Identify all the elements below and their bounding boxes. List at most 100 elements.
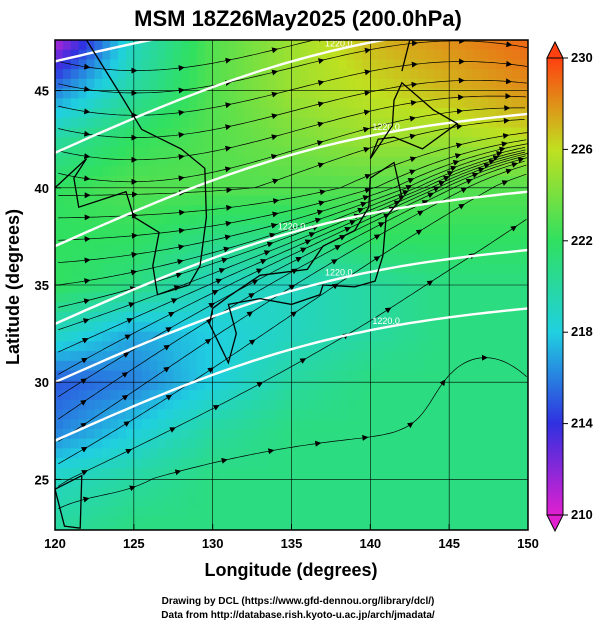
wind-arrow xyxy=(83,63,91,70)
heat-cell xyxy=(496,263,505,274)
heat-cell xyxy=(275,477,285,488)
heat-cell xyxy=(504,360,513,372)
heat-cell xyxy=(212,448,222,459)
heat-cell xyxy=(441,341,450,352)
heat-cell xyxy=(393,487,403,498)
heat-cell xyxy=(220,108,230,119)
heat-cell xyxy=(110,156,119,167)
heat-cell xyxy=(378,477,387,488)
heat-cell xyxy=(457,302,466,313)
heat-cell xyxy=(480,195,490,206)
heat-cell xyxy=(354,292,364,304)
heat-cell xyxy=(330,253,340,265)
wind-arrow xyxy=(173,285,181,291)
heat-cell xyxy=(520,283,528,294)
heat-cell xyxy=(504,516,513,527)
heat-cell xyxy=(157,205,166,216)
heat-cell xyxy=(141,526,151,530)
heat-cell xyxy=(267,351,277,362)
heat-cell xyxy=(323,390,332,401)
heat-cell xyxy=(283,341,293,352)
heat-cell xyxy=(133,69,143,80)
heat-cell xyxy=(354,341,364,352)
heat-cell xyxy=(70,166,80,177)
heat-cell xyxy=(370,283,379,294)
heat-cell xyxy=(181,205,190,216)
wind-arrow xyxy=(498,146,506,153)
heat-cell xyxy=(181,127,190,138)
heat-cell xyxy=(433,428,442,440)
heat-cell xyxy=(409,487,419,498)
heat-cell xyxy=(102,253,111,265)
heat-cell xyxy=(220,360,230,372)
heat-cell xyxy=(110,331,119,342)
heat-cell xyxy=(141,351,151,362)
heat-cell xyxy=(173,331,182,342)
heat-cell xyxy=(283,40,293,51)
heat-cell xyxy=(370,496,379,508)
heat-cell xyxy=(102,146,111,158)
wind-arrow xyxy=(169,427,176,433)
heat-cell xyxy=(323,516,332,527)
heat-cell xyxy=(433,496,442,508)
heat-cell xyxy=(496,496,505,508)
heat-cell xyxy=(291,156,300,167)
heat-cell xyxy=(157,419,166,430)
heat-cell xyxy=(323,137,332,148)
heat-cell xyxy=(165,156,174,167)
heat-cell xyxy=(244,205,253,216)
heat-cell xyxy=(70,185,80,197)
heat-cell xyxy=(228,59,237,70)
heat-cell xyxy=(94,49,103,61)
heat-cell xyxy=(141,40,151,51)
heat-cell xyxy=(173,205,182,216)
heat-cell xyxy=(149,156,159,167)
heat-cell xyxy=(362,263,371,274)
wind-arrow xyxy=(175,272,183,279)
heat-cell xyxy=(181,506,190,517)
heat-cell xyxy=(125,146,135,158)
heat-cell xyxy=(315,292,324,304)
heat-cell xyxy=(236,137,245,148)
heat-cell xyxy=(125,244,135,255)
heat-cell xyxy=(401,166,411,177)
wind-arrow xyxy=(81,470,88,476)
heat-cell xyxy=(425,428,434,440)
heat-cell xyxy=(110,360,119,372)
heat-cell xyxy=(472,78,482,90)
heat-cell xyxy=(86,380,96,391)
heat-cell xyxy=(94,516,103,527)
heat-cell xyxy=(291,137,300,148)
heat-cell xyxy=(133,419,143,430)
heat-cell xyxy=(78,526,88,530)
heat-cell xyxy=(346,273,356,284)
heat-cell xyxy=(378,40,387,51)
heat-cell xyxy=(196,215,206,226)
heat-cell xyxy=(496,244,505,255)
heat-cell xyxy=(181,234,190,245)
heat-cell xyxy=(472,516,482,527)
heat-cell xyxy=(401,78,411,90)
heat-cell xyxy=(441,49,450,61)
heat-cell xyxy=(346,419,356,430)
heat-cell xyxy=(110,370,119,381)
heat-cell xyxy=(417,40,427,51)
heat-cell xyxy=(457,59,466,70)
heat-cell xyxy=(362,341,371,352)
wind-arrow xyxy=(272,211,279,218)
heat-cell xyxy=(362,448,371,459)
heat-cell xyxy=(472,127,482,138)
heat-cell xyxy=(196,40,206,51)
heat-cell xyxy=(299,176,308,187)
heat-cell xyxy=(149,127,159,138)
heat-cell xyxy=(259,166,269,177)
heat-cell xyxy=(291,244,300,255)
heat-cell xyxy=(330,360,340,372)
heat-cell xyxy=(220,321,230,333)
heat-cell xyxy=(173,370,182,381)
heat-cell xyxy=(70,302,80,313)
heat-cell xyxy=(204,59,214,70)
heat-cell xyxy=(393,244,403,255)
heat-cell xyxy=(496,487,505,498)
heat-cell xyxy=(338,78,348,90)
